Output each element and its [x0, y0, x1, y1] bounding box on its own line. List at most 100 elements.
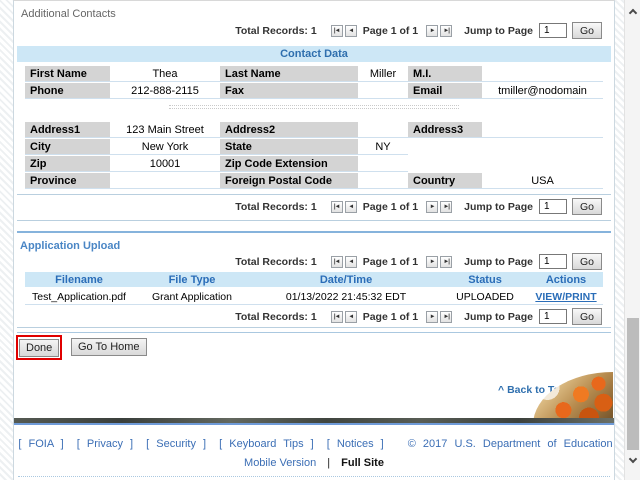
dotted-separator	[169, 105, 459, 109]
field-label: Address1	[25, 122, 110, 138]
address-table: Address1 123 Main Street Address2 Addres…	[25, 122, 603, 189]
vertical-scrollbar[interactable]	[624, 0, 640, 480]
page-indicator: Page 1 of 1	[362, 24, 419, 37]
bottom-dotted-divider	[18, 476, 610, 477]
jump-to-page-label: Jump to Page	[464, 24, 533, 37]
prev-page-icon[interactable]: ◄	[344, 24, 357, 37]
go-button[interactable]: Go	[572, 22, 602, 39]
field-label: City	[25, 139, 110, 155]
prev-page-icon[interactable]: ◄	[344, 310, 357, 323]
keyboard-tips-link[interactable]: [ Keyboard Tips ]	[219, 438, 314, 450]
main-content-panel: Additional Contacts Total Records: 1 |◄ …	[13, 0, 615, 480]
first-page-icon[interactable]: |◄	[330, 200, 343, 213]
full-site-label: Full Site	[341, 457, 384, 469]
field-value: tmiller@nodomain	[482, 83, 603, 99]
jump-to-page-label: Jump to Page	[464, 255, 533, 268]
first-page-icon[interactable]: |◄	[330, 255, 343, 268]
last-page-icon[interactable]: ►|	[440, 200, 453, 213]
total-records-label: Total Records:	[235, 200, 308, 213]
column-header-filetype: File Type	[133, 272, 251, 288]
field-label: Country	[408, 173, 482, 189]
upload-row-filetype: Grant Application	[133, 289, 251, 305]
go-button[interactable]: Go	[572, 198, 602, 215]
pagination-bar: Total Records: 1 |◄ ◄ Page 1 of 1 ► ►| J…	[235, 308, 602, 325]
first-page-icon[interactable]: |◄	[330, 24, 343, 37]
field-label: Phone	[25, 83, 110, 99]
column-header-filename: Filename	[25, 272, 133, 288]
field-value	[482, 66, 603, 82]
caret-up-icon: ^	[498, 384, 505, 396]
view-print-link[interactable]: VIEW/PRINT	[535, 291, 597, 303]
page-title: Additional Contacts	[21, 8, 116, 20]
column-header-datetime: Date/Time	[251, 272, 441, 288]
scroll-up-icon[interactable]	[628, 8, 638, 18]
field-value: 10001	[110, 156, 220, 172]
go-to-home-button[interactable]: Go To Home	[71, 338, 147, 356]
field-value: 123 Main Street	[110, 122, 220, 138]
total-records-label: Total Records:	[235, 255, 308, 268]
field-value	[358, 156, 408, 172]
field-value: Miller	[358, 66, 408, 82]
field-label: Email	[408, 83, 482, 99]
done-button[interactable]: Done	[19, 339, 60, 357]
footer-links: [ FOIA ] [ Privacy ] [ Security ] [ Keyb…	[14, 438, 614, 450]
first-page-icon[interactable]: |◄	[330, 310, 343, 323]
field-label: Province	[25, 173, 110, 189]
section-divider	[17, 231, 611, 233]
last-page-icon[interactable]: ►|	[440, 310, 453, 323]
scroll-down-icon[interactable]	[628, 454, 638, 464]
column-header-status: Status	[441, 272, 529, 288]
field-value: 212-888-2115	[110, 83, 220, 99]
column-header-actions: Actions	[529, 272, 603, 288]
field-label: M.I.	[408, 66, 482, 82]
jump-to-page-input[interactable]	[539, 23, 567, 38]
next-page-icon[interactable]: ►	[426, 310, 439, 323]
go-button[interactable]: Go	[572, 308, 602, 325]
next-page-icon[interactable]: ►	[426, 24, 439, 37]
field-value	[358, 122, 408, 138]
field-value: New York	[110, 139, 220, 155]
privacy-link[interactable]: [ Privacy ]	[76, 438, 134, 450]
go-button[interactable]: Go	[572, 253, 602, 270]
field-value	[358, 83, 408, 99]
field-label: Foreign Postal Code	[220, 173, 358, 189]
prev-page-icon[interactable]: ◄	[344, 255, 357, 268]
scrollbar-thumb[interactable]	[627, 318, 639, 450]
page-indicator: Page 1 of 1	[362, 200, 419, 213]
click-highlight: Done	[16, 335, 63, 360]
field-label: Zip	[25, 156, 110, 172]
divider	[17, 327, 611, 328]
last-page-icon[interactable]: ►|	[440, 24, 453, 37]
page-indicator: Page 1 of 1	[362, 310, 419, 323]
next-page-icon[interactable]: ►	[426, 255, 439, 268]
contact-data-table: First Name Thea Last Name Miller M.I. Ph…	[25, 66, 603, 99]
divider	[17, 332, 611, 333]
notices-link[interactable]: [ Notices ]	[326, 438, 384, 450]
prev-page-icon[interactable]: ◄	[344, 200, 357, 213]
field-label: Fax	[220, 83, 358, 99]
total-records-label: Total Records:	[235, 24, 308, 37]
footer-site-mode: Mobile Version | Full Site	[14, 457, 614, 469]
jump-to-page-input[interactable]	[539, 309, 567, 324]
jump-to-page-input[interactable]	[539, 254, 567, 269]
contact-data-header: Contact Data	[17, 46, 611, 62]
field-label: First Name	[25, 66, 110, 82]
security-link[interactable]: [ Security ]	[146, 438, 207, 450]
mobile-version-link[interactable]: Mobile Version	[244, 457, 317, 469]
field-label: Address3	[408, 122, 482, 138]
pagination-bar: Total Records: 1 |◄ ◄ Page 1 of 1 ► ►| J…	[235, 22, 602, 39]
foia-link[interactable]: [ FOIA ]	[18, 438, 64, 450]
last-page-icon[interactable]: ►|	[440, 255, 453, 268]
copyright-text: © 2017 U.S. Department of Education	[407, 438, 613, 450]
total-records-value: 1	[310, 310, 317, 323]
divider	[17, 220, 611, 221]
jump-to-page-label: Jump to Page	[464, 310, 533, 323]
next-page-icon[interactable]: ►	[426, 200, 439, 213]
upload-section-title: Application Upload	[20, 240, 121, 252]
jump-to-page-input[interactable]	[539, 199, 567, 214]
total-records-value: 1	[310, 200, 317, 213]
field-value	[358, 173, 408, 189]
upload-row-filename: Test_Application.pdf	[25, 289, 133, 305]
field-value	[110, 173, 220, 189]
field-label: Address2	[220, 122, 358, 138]
